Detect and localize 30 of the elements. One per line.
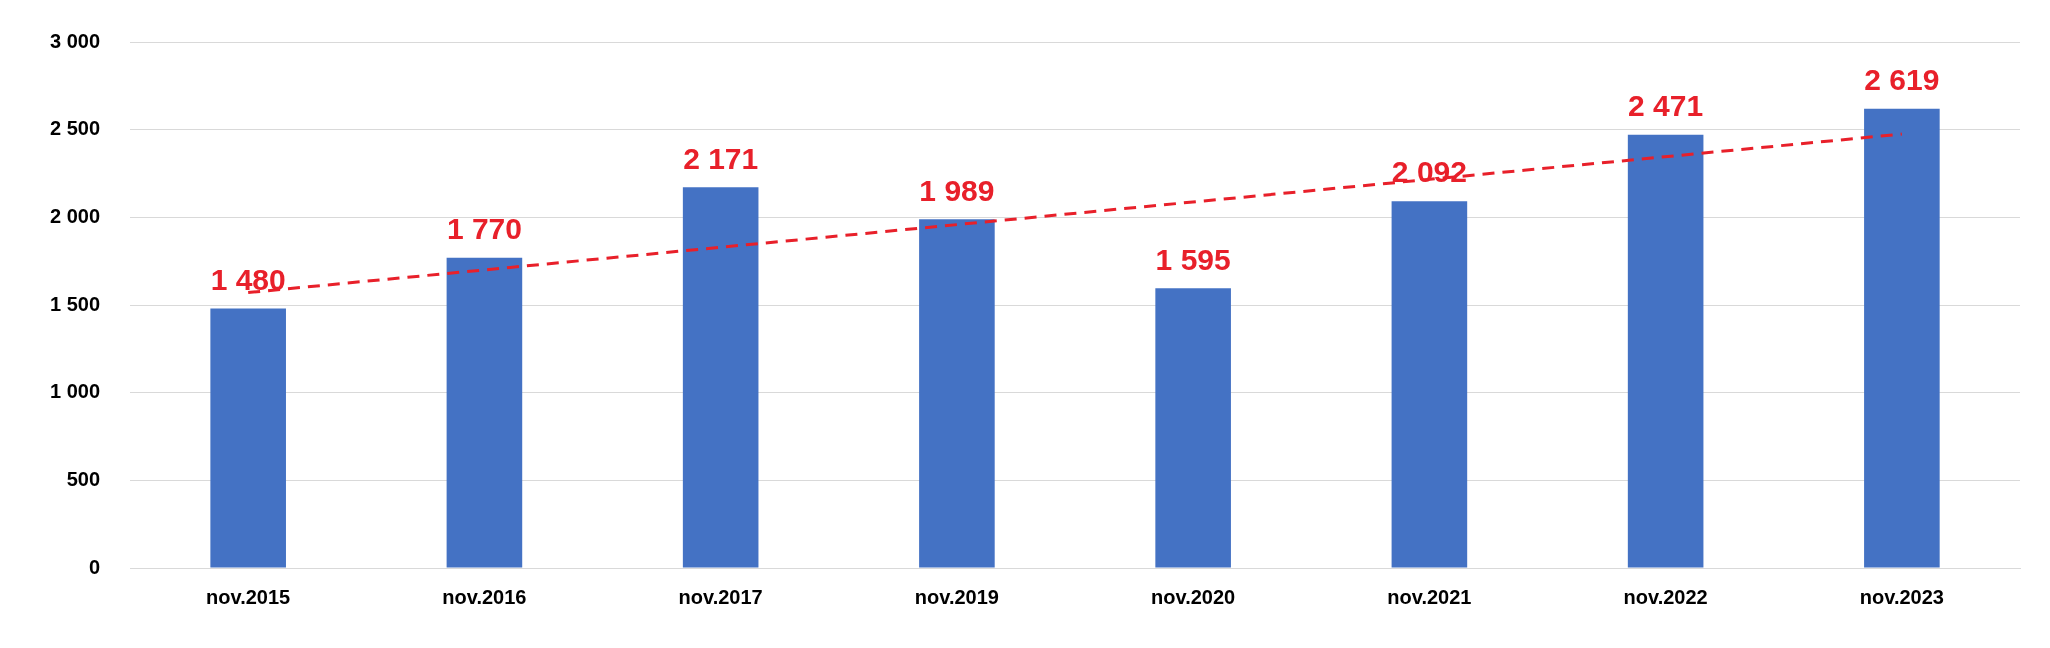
data-label: 2 471 <box>1628 89 1704 123</box>
bar <box>919 219 995 568</box>
y-tick-label: 2 500 <box>49 117 101 140</box>
y-tick-label: 2 000 <box>49 204 101 227</box>
data-label: 1 480 <box>210 262 286 296</box>
bar <box>1864 108 1940 568</box>
bar <box>446 257 523 568</box>
x-tick-label: nov.2015 <box>206 585 291 608</box>
x-tick-label: nov.2016 <box>442 585 527 608</box>
bar <box>1627 134 1704 568</box>
bar <box>210 308 286 568</box>
data-label: 2 619 <box>1864 63 1940 97</box>
x-tick-label: nov.2021 <box>1387 585 1472 608</box>
y-tick-label: 1 500 <box>49 292 101 315</box>
x-tick-label: nov.2023 <box>1859 585 1944 608</box>
bar <box>682 187 759 568</box>
bar <box>1155 288 1231 568</box>
y-tick-label: 3 000 <box>49 29 101 52</box>
x-tick-label: nov.2019 <box>914 585 999 608</box>
data-label: 1 989 <box>919 173 995 207</box>
x-tick-label: nov.2020 <box>1151 585 1236 608</box>
data-label: 2 171 <box>683 141 759 175</box>
x-tick-label: nov.2022 <box>1623 585 1708 608</box>
x-tick-label: nov.2017 <box>678 585 763 608</box>
data-label: 1 595 <box>1155 242 1231 276</box>
data-label: 1 770 <box>446 211 522 245</box>
y-tick-label: 1 000 <box>49 380 101 403</box>
bar <box>1391 201 1468 568</box>
y-tick-label: 0 <box>88 555 101 578</box>
y-tick-label: 500 <box>66 467 101 490</box>
